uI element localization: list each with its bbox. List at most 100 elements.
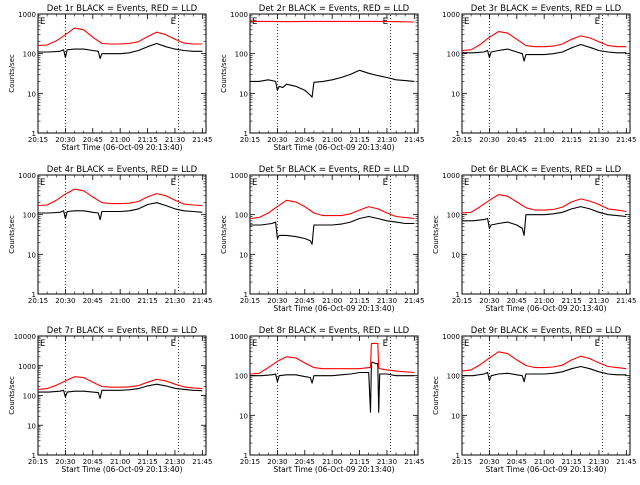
x-axis-label: Start Time (06-Oct-09 20:13:40) <box>61 465 182 474</box>
x-tick-label: 20:30 <box>267 297 287 305</box>
x-tick-label: 21:30 <box>165 136 185 144</box>
y-tick-label: 1000 <box>230 333 248 341</box>
x-tick-label: 21:15 <box>349 297 369 305</box>
y-tick-label: 100 <box>235 212 248 220</box>
x-tick-label: 21:30 <box>589 458 609 466</box>
y-tick-label: 10000 <box>14 333 36 341</box>
y-tick-label: 1000 <box>18 11 36 19</box>
x-tick-label: 20:15 <box>452 136 472 144</box>
x-tick-label: 21:00 <box>534 297 554 305</box>
y-axis-label: Counts/sec <box>432 215 440 254</box>
y-tick-label: 10 <box>239 251 248 259</box>
plot-frame <box>249 13 419 134</box>
y-tick-label: 100 <box>23 393 36 401</box>
x-tick-label: 21:30 <box>589 297 609 305</box>
y-tick-label: 100 <box>447 51 460 59</box>
x-tick-label: 20:45 <box>295 297 315 305</box>
plot-frame <box>461 335 631 456</box>
x-tick-label: 20:30 <box>267 136 287 144</box>
y-tick-label: 1000 <box>442 333 460 341</box>
x-tick-label: 21:00 <box>322 458 342 466</box>
x-tick-label: 21:15 <box>137 458 157 466</box>
y-tick-label: 1000 <box>230 11 248 19</box>
x-tick-label: 21:30 <box>377 136 397 144</box>
y-tick-label: 1000 <box>18 363 36 371</box>
plot-frame <box>461 13 631 134</box>
marker-label: E <box>595 178 600 188</box>
x-tick-label: 21:15 <box>349 136 369 144</box>
x-tick-label: 20:30 <box>55 458 75 466</box>
y-tick-label: 1 <box>456 452 460 460</box>
y-axis-label: Counts/sec <box>8 376 16 415</box>
marker-label: E <box>464 178 469 188</box>
panel-title: Det 1r BLACK = Events, RED = LLD <box>47 4 198 14</box>
x-axis-label: Start Time (06-Oct-09 20:13:40) <box>273 304 394 313</box>
x-tick-label: 20:45 <box>83 458 103 466</box>
y-tick-label: 10 <box>27 251 36 259</box>
marker-label: E <box>595 17 600 27</box>
x-axis-label: Start Time (06-Oct-09 20:13:40) <box>61 143 182 152</box>
y-tick-label: 10 <box>27 90 36 98</box>
x-tick-label: 20:45 <box>295 458 315 466</box>
x-tick-label: 20:45 <box>507 136 527 144</box>
panel-title: Det 9r BLACK = Events, RED = LLD <box>471 326 622 336</box>
y-tick-label: 10 <box>451 90 460 98</box>
marker-label: E <box>252 178 257 188</box>
x-tick-label: 21:45 <box>404 297 424 305</box>
y-tick-label: 100 <box>235 51 248 59</box>
x-tick-label: 20:15 <box>240 297 260 305</box>
x-tick-label: 21:15 <box>137 297 157 305</box>
plot-frame <box>37 13 207 134</box>
y-tick-label: 10 <box>451 251 460 259</box>
panel-det-5r: Det 5r BLACK = Events, RED = LLD 1 10 100 10… <box>220 165 424 313</box>
x-tick-label: 21:00 <box>322 297 342 305</box>
series-line-lld <box>461 351 627 372</box>
x-axis-label: Start Time (06-Oct-09 20:13:40) <box>273 143 394 152</box>
x-axis-label: Start Time (06-Oct-09 20:13:40) <box>485 465 606 474</box>
marker-label: E <box>40 339 45 349</box>
y-axis-label: Counts/sec <box>220 54 228 93</box>
y-axis-label: Counts/sec <box>8 54 16 93</box>
marker-label: E <box>464 17 469 27</box>
x-tick-label: 20:15 <box>28 297 48 305</box>
x-tick-label: 20:15 <box>240 136 260 144</box>
x-tick-label: 21:15 <box>137 136 157 144</box>
x-tick-label: 20:30 <box>55 297 75 305</box>
y-tick-label: 1 <box>456 130 460 138</box>
x-tick-label: 21:45 <box>192 136 212 144</box>
marker-label: E <box>383 339 388 349</box>
y-tick-label: 100 <box>447 373 460 381</box>
x-tick-label: 20:30 <box>479 297 499 305</box>
x-tick-label: 20:45 <box>83 297 103 305</box>
series-line-events <box>38 202 203 221</box>
y-tick-label: 1 <box>32 130 36 138</box>
x-tick-label: 21:00 <box>322 136 342 144</box>
x-tick-label: 21:30 <box>377 297 397 305</box>
series-line-events <box>38 42 203 60</box>
marker-label: E <box>40 17 45 27</box>
y-tick-label: 1000 <box>442 11 460 19</box>
x-tick-label: 21:45 <box>616 458 636 466</box>
marker-label: E <box>171 339 176 349</box>
marker-label: E <box>252 17 257 27</box>
panel-det-2r: Det 2r BLACK = Events, RED = LLD 1 10 100 10… <box>220 4 424 152</box>
x-tick-label: 21:00 <box>534 458 554 466</box>
y-tick-label: 1 <box>244 452 248 460</box>
x-tick-label: 21:45 <box>404 136 424 144</box>
y-tick-label: 1000 <box>230 172 248 180</box>
y-tick-label: 100 <box>23 212 36 220</box>
y-tick-label: 1 <box>32 291 36 299</box>
y-tick-label: 1 <box>244 130 248 138</box>
plot-frame <box>461 174 631 295</box>
y-axis-label: Counts/sec <box>432 376 440 415</box>
x-axis-label: Start Time (06-Oct-09 20:13:40) <box>273 465 394 474</box>
panel-det-6r: Det 6r BLACK = Events, RED = LLD 1 10 100 10… <box>432 165 636 313</box>
x-tick-label: 21:45 <box>404 458 424 466</box>
x-tick-label: 20:30 <box>55 136 75 144</box>
y-tick-label: 1000 <box>442 172 460 180</box>
panel-det-8r: Det 8r BLACK = Events, RED = LLD 1 10 100 10… <box>230 326 424 474</box>
x-tick-label: 20:15 <box>452 297 472 305</box>
series-line-events <box>250 361 415 413</box>
x-tick-label: 21:15 <box>561 297 581 305</box>
